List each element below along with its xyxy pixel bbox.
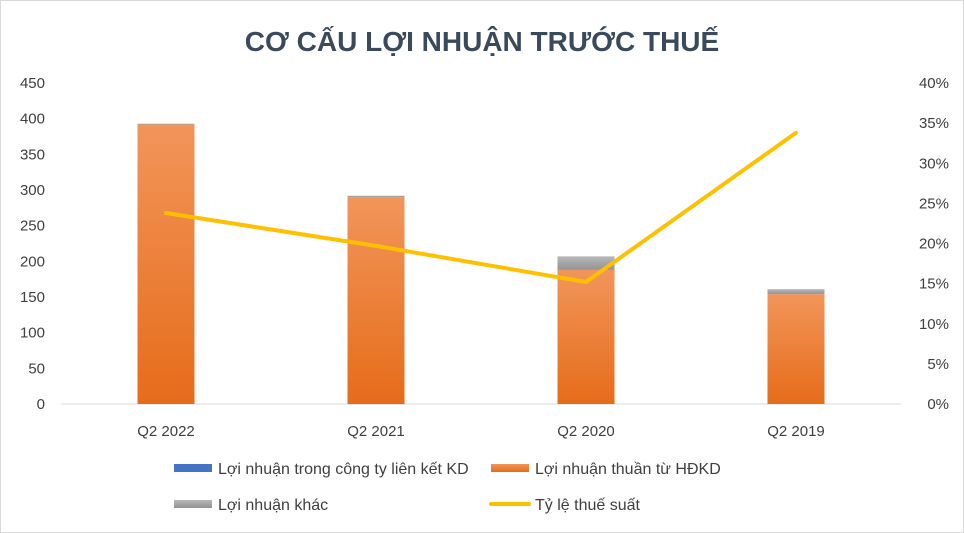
legend-swatch bbox=[491, 464, 529, 472]
legend-label: Lợi nhuận thuần từ HĐKD bbox=[535, 461, 721, 478]
y-axis-tick-label: 450 bbox=[20, 75, 45, 92]
bar-segment bbox=[347, 197, 405, 404]
chart-axes: 0 50 100 150 200 250 300 350 400 450 0% 5% 10% 15% 20%… bbox=[20, 75, 949, 440]
chart-title: CƠ CẤU LỢI NHUẬN TRƯỚC THUẾ bbox=[245, 26, 719, 57]
legend-swatch bbox=[174, 500, 212, 508]
x-axis-tick-label: Q2 2022 bbox=[137, 423, 195, 440]
legend-label: Tỷ lệ thuế suất bbox=[535, 497, 641, 514]
bar-series-group bbox=[137, 123, 825, 405]
legend-swatch bbox=[174, 464, 212, 472]
y-axis-tick-label: 50 bbox=[28, 360, 45, 377]
y-axis-tick-label: 100 bbox=[20, 325, 45, 342]
y2-axis-tick-label: 35% bbox=[919, 115, 949, 132]
line-series-group bbox=[164, 130, 798, 285]
y2-axis-tick-label: 20% bbox=[919, 236, 949, 253]
y2-axis-tick-label: 5% bbox=[927, 356, 949, 373]
bar-segment bbox=[557, 269, 615, 404]
y2-axis-tick-label: 0% bbox=[927, 396, 949, 413]
chart-legend: Lợi nhuận trong công ty liên kết KD Lợi n… bbox=[174, 461, 721, 514]
x-axis-tick-label: Q2 2020 bbox=[557, 423, 615, 440]
bar-segment bbox=[137, 124, 195, 404]
y2-axis-tick-label: 15% bbox=[919, 276, 949, 293]
bar-segment bbox=[767, 294, 825, 404]
y2-axis-tick-label: 25% bbox=[919, 195, 949, 212]
bar-segment bbox=[767, 289, 825, 295]
x-axis-tick-label: Q2 2019 bbox=[767, 423, 825, 440]
y-axis-tick-label: 0 bbox=[37, 396, 45, 413]
legend-label: Lợi nhuận trong công ty liên kết KD bbox=[218, 461, 469, 478]
y-axis-tick-label: 400 bbox=[20, 111, 45, 128]
legend-label: Lợi nhuận khác bbox=[218, 497, 328, 514]
y-axis-tick-label: 350 bbox=[20, 146, 45, 163]
y-axis-tick-label: 150 bbox=[20, 289, 45, 306]
bar-segment bbox=[347, 195, 405, 198]
y2-axis-tick-label: 30% bbox=[919, 155, 949, 172]
y-axis-tick-label: 300 bbox=[20, 182, 45, 199]
line-series bbox=[164, 130, 798, 285]
bar-segment bbox=[557, 256, 615, 270]
y-axis-tick-label: 250 bbox=[20, 218, 45, 235]
bar-segment bbox=[347, 403, 405, 405]
y2-axis-tick-label: 10% bbox=[919, 316, 949, 333]
y2-axis-tick-label: 40% bbox=[919, 75, 949, 92]
bar-segment bbox=[137, 123, 195, 125]
y-axis-tick-label: 200 bbox=[20, 253, 45, 270]
x-axis-tick-label: Q2 2021 bbox=[347, 423, 405, 440]
